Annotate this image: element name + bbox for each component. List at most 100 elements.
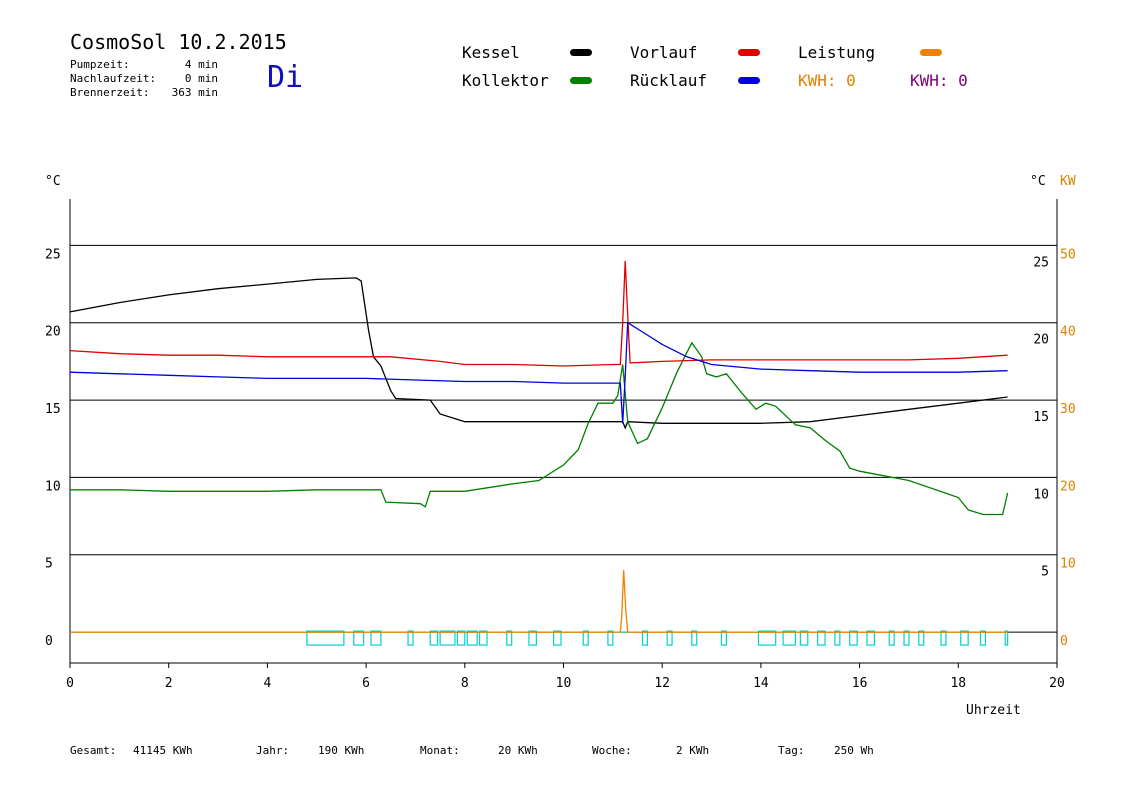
left-axis-unit: °C [45,174,61,189]
x-tick-label-6: 6 [362,676,370,691]
x-tick-label-0: 0 [66,676,74,691]
chart-series [69,260,1009,633]
relay-pulse-3 [407,630,414,646]
relay-pulse-28 [940,630,947,646]
series-kollektor [70,341,1009,516]
footer-label-gesamt: Gesamt: [70,744,117,757]
relay-pulse-4 [429,630,439,646]
relay-pulse-22 [834,630,841,646]
relay-pulse-0 [306,630,345,646]
relay-pulse-31 [1004,630,1009,646]
relay-pulse-15 [666,630,673,646]
relay-pulse-9 [506,630,513,646]
y-tick-label-left-0: 0 [45,634,53,649]
legend-label-ruecklauf: Rücklauf [630,71,708,90]
y-tick-label-right-25: 25 [1033,255,1049,270]
right-axis-unit: °C [1030,174,1046,189]
relay-pulse-23 [849,630,858,646]
relay-pulse-16 [691,630,698,646]
y-tick-label-right-5: 5 [1041,565,1049,580]
series-rcklauf [69,321,1008,424]
legend-label-vorlauf: Vorlauf [630,43,698,62]
x-tick-label-16: 16 [852,676,868,691]
relay-pulse-27 [918,630,925,646]
x-tick-label-14: 14 [753,676,769,691]
relay-pulse-2 [370,630,382,646]
y-tick-label-kw-50: 50 [1060,247,1076,262]
relay-trace [70,630,1009,646]
relay-pulse-25 [888,630,895,646]
stat-value-brennerzeit: 363 min [171,86,218,99]
footer-label-monat: Monat: [420,744,460,757]
stat-label-pumpzeit: Pumpzeit: [70,58,130,71]
x-tick-label-20: 20 [1049,676,1065,691]
legend-swatch-kessel [570,49,592,56]
relay-pulse-19 [782,630,797,646]
relay-pulse-12 [582,630,589,646]
footer-value-tag: 250 Wh [834,744,874,757]
relay-pulse-24 [866,630,876,646]
legend-swatch-leistung [920,49,942,56]
series-kessel [69,277,1008,430]
footer-value-gesamt: 41145 KWh [133,744,193,757]
relay-pulse-14 [641,630,648,646]
y-tick-label-kw-20: 20 [1060,479,1076,494]
x-tick-label-10: 10 [556,676,572,691]
footer-value-woche: 2 KWh [676,744,710,757]
y-tick-label-right-10: 10 [1033,487,1049,502]
relay-pulse-8 [479,630,488,646]
relay-pulse-21 [817,630,826,646]
y-tick-label-kw-10: 10 [1060,557,1076,572]
y-tick-label-right-15: 15 [1033,410,1049,425]
legend-label-leistung: Leistung [798,43,876,62]
relay-pulse-29 [960,630,969,646]
y-tick-label-left-10: 10 [45,479,61,494]
relay-pulse-13 [607,630,614,646]
legend-kwh-1: KWH: 0 [798,71,856,90]
footer-label-tag: Tag: [778,744,805,757]
relay-pulse-5 [439,630,456,646]
series-vorlauf [69,260,1008,367]
y-tick-label-right-20: 20 [1033,333,1049,348]
relay-pulse-30 [979,630,987,646]
series-leistung [70,570,1008,633]
stat-label-brennerzeit: Brennerzeit: [70,86,150,99]
legend-swatch-vorlauf [738,49,760,56]
x-tick-label-12: 12 [654,676,670,691]
chart-ticks: 0 2 4 6 8 10 12 14 16 18 20 0 5 10 15 20 25 5 10 15 20 25 0 10 2… [45,247,1076,691]
chart-axes [69,199,1058,664]
x-tick-label-2: 2 [165,676,173,691]
stat-value-pumpzeit: 4 min [184,58,218,71]
relay-pulse-10 [528,630,537,646]
legend-label-kessel: Kessel [462,43,520,62]
x-axis-label: Uhrzeit [966,703,1021,718]
legend-label-kollektor: Kollektor [462,71,549,90]
footer-label-woche: Woche: [592,744,632,757]
relay-pulse-26 [903,630,910,646]
chart-title: CosmoSol 10.2.2015 [70,30,287,54]
relay-pulse-20 [799,630,809,646]
y-tick-label-left-25: 25 [45,247,61,262]
relay-pulse-18 [757,630,777,646]
legend-swatch-ruecklauf [738,77,760,84]
x-tick-label-18: 18 [950,676,966,691]
x-tick-label-4: 4 [263,676,271,691]
stat-label-nachlaufzeit: Nachlaufzeit: [70,72,157,85]
y-tick-label-left-5: 5 [45,557,53,572]
y-tick-label-left-20: 20 [45,325,61,340]
y-tick-label-kw-40: 40 [1060,325,1076,340]
y-tick-label-kw-30: 30 [1060,402,1076,417]
chart-grid [70,244,1057,633]
relay-pulse-11 [553,630,562,646]
y-tick-label-kw-0: 0 [1060,634,1068,649]
x-tick-label-8: 8 [461,676,469,691]
weekday-label: Di [267,60,304,95]
footer-value-monat: 20 KWh [498,744,538,757]
relay-pulse-1 [353,630,365,646]
relay-pulse-6 [456,630,466,646]
stat-value-nachlaufzeit: 0 min [184,72,218,85]
y-tick-label-left-15: 15 [45,402,61,417]
relay-pulse-7 [466,630,478,646]
legend-swatch-kollektor [570,77,592,84]
